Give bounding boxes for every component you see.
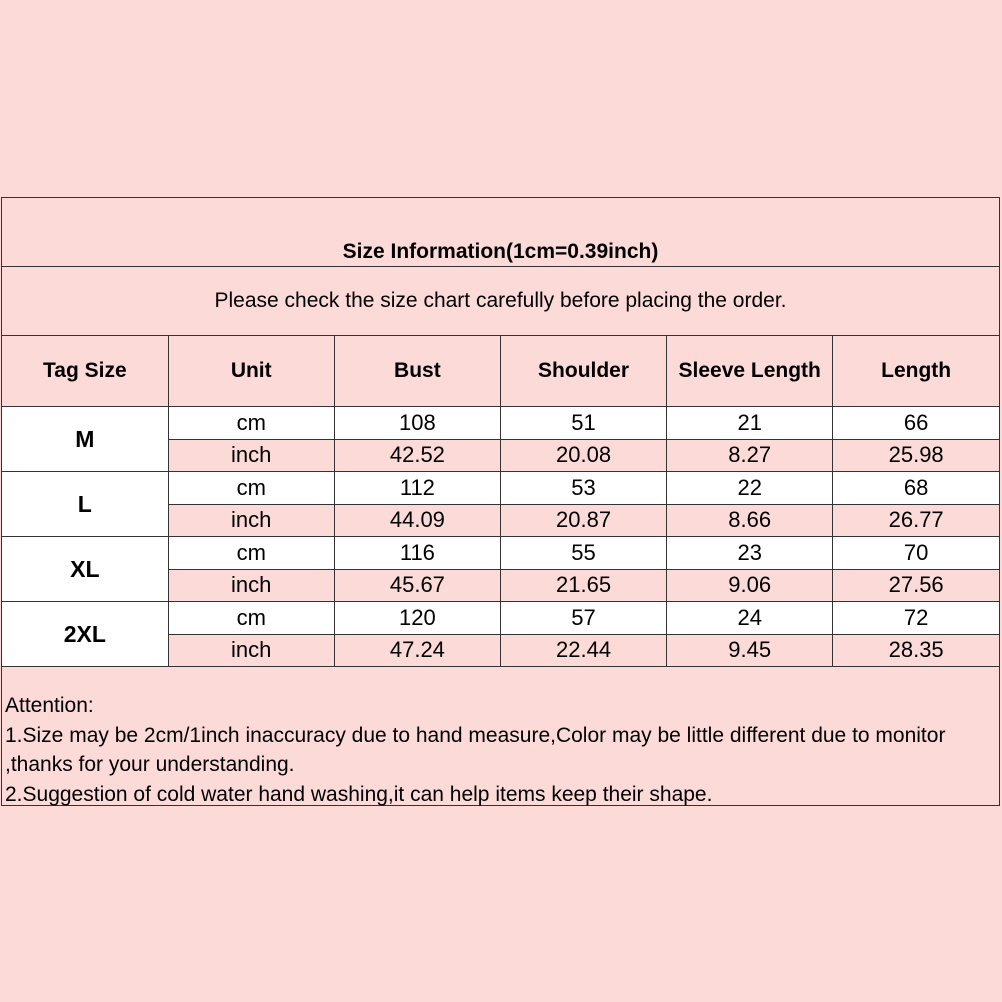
size-table: Tag Size Unit Bust Shoulder Sleeve Length Len…: [2, 336, 999, 667]
column-header: Shoulder: [499, 336, 668, 407]
table-cell: 68: [832, 471, 999, 505]
table-cell: inch: [168, 633, 335, 667]
table-cell: cm: [167, 601, 335, 635]
table-cell: 45.67: [333, 568, 501, 602]
attention-notes: Attention: 1.Size may be 2cm/1inch inacc…: [2, 667, 999, 806]
table-cell: 42.52: [333, 438, 501, 472]
table-cell: cm: [167, 471, 335, 505]
table-row: inch 45.67 21.65 9.06 27.56: [2, 568, 999, 602]
table-cell: 44.09: [333, 503, 501, 537]
tag-size: M: [2, 406, 169, 472]
note-heading: Attention:: [5, 694, 94, 717]
table-cell: inch: [168, 503, 335, 537]
table-cell: 28.35: [832, 633, 999, 667]
table-row: inch 44.09 20.87 8.66 26.77: [2, 503, 999, 537]
table-cell: 55: [499, 536, 668, 570]
table-cell: 66: [832, 406, 999, 440]
tag-size: 2XL: [2, 601, 169, 667]
table-cell: 22: [666, 471, 834, 505]
table-cell: 26.77: [832, 503, 999, 537]
table-row: inch 42.52 20.08 8.27 25.98: [2, 438, 999, 472]
table-cell: 47.24: [333, 633, 501, 667]
table-cell: cm: [167, 536, 335, 570]
column-header: Bust: [333, 336, 501, 407]
table-cell: 23: [666, 536, 834, 570]
table-row: 2XL cm 120 57 24 72: [2, 601, 999, 667]
table-row: XL cm 116 55 23 70: [2, 536, 999, 602]
table-cell: 57: [499, 601, 668, 635]
column-header: Tag Size: [2, 336, 169, 407]
note-1: 1.Size may be 2cm/1inch inaccuracy due t…: [5, 723, 946, 777]
table-cell: 112: [333, 471, 501, 505]
size-chart: Size Information(1cm=0.39inch) Please ch…: [1, 197, 1000, 806]
table-row: inch 47.24 22.44 9.45 28.35: [2, 633, 999, 667]
table-cell: 20.08: [499, 438, 668, 472]
table-cell: 24: [666, 601, 834, 635]
table-cell: 21.65: [499, 568, 668, 602]
table-cell: 8.27: [666, 438, 834, 472]
table-cell: inch: [168, 438, 335, 472]
column-header: Length: [832, 336, 999, 407]
table-cell: 9.06: [666, 568, 834, 602]
table-cell: 51: [499, 406, 668, 440]
table-cell: 108: [333, 406, 501, 440]
table-cell: 116: [333, 536, 501, 570]
table-cell: 120: [333, 601, 501, 635]
column-header: Sleeve Length: [666, 336, 834, 407]
table-cell: inch: [168, 568, 335, 602]
table-cell: 8.66: [666, 503, 834, 537]
chart-title: Size Information(1cm=0.39inch): [2, 198, 999, 267]
table-cell: 20.87: [499, 503, 668, 537]
chart-subtitle: Please check the size chart carefully be…: [2, 267, 999, 336]
table-cell: 21: [666, 406, 834, 440]
table-cell: 70: [832, 536, 999, 570]
column-header: Unit: [167, 336, 335, 407]
table-cell: 72: [832, 601, 999, 635]
table-cell: 53: [499, 471, 668, 505]
table-cell: cm: [167, 406, 335, 440]
table-cell: 22.44: [499, 633, 668, 667]
tag-size: XL: [2, 536, 169, 602]
table-cell: 27.56: [832, 568, 999, 602]
table-cell: 9.45: [666, 633, 834, 667]
note-2: 2.Suggestion of cold water hand washing,…: [5, 782, 713, 806]
tag-size: L: [2, 471, 169, 537]
table-cell: 25.98: [832, 438, 999, 472]
